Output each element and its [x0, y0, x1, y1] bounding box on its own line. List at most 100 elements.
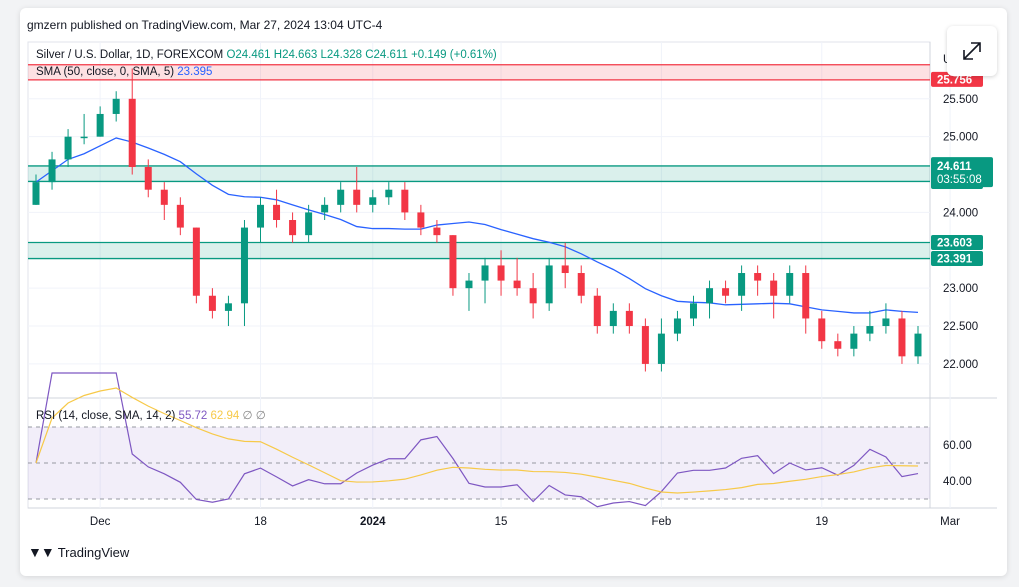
zone-support-upper	[28, 165, 930, 182]
candle-body	[465, 280, 473, 289]
rsi-ma-value: 62.94	[210, 410, 240, 422]
candle-body	[192, 227, 200, 296]
candle-body	[32, 182, 40, 205]
rsi-label: RSI (14, close, SMA, 14, 2)	[36, 410, 176, 422]
candle-body	[257, 204, 265, 228]
time-tick-label: 19	[815, 516, 828, 528]
rsi-legend: RSI (14, close, SMA, 14, 2) 55.72 62.94 …	[36, 408, 266, 422]
time-tick-label: 2024	[360, 516, 386, 528]
zones	[28, 64, 930, 260]
candle-body	[160, 189, 168, 205]
rsi-ma-line	[35, 387, 919, 494]
candle-body	[738, 273, 746, 296]
price-tick-label: 25.000	[943, 132, 978, 144]
candle-body	[305, 212, 313, 236]
candle-body	[882, 318, 890, 327]
tv-logo-icon: ▼▼	[28, 544, 55, 560]
candle-body	[497, 265, 505, 281]
candle-body	[529, 288, 537, 304]
time-tick-label: 18	[254, 516, 267, 528]
candle-body	[914, 333, 922, 357]
price-tick-label: 22.500	[943, 321, 978, 333]
candle-body	[609, 310, 617, 327]
chart-card	[20, 8, 1007, 576]
candle-body	[208, 295, 216, 311]
candle-body	[593, 295, 601, 327]
candle-body	[481, 265, 489, 281]
change-value: +0.149 (+0.61%)	[411, 49, 497, 61]
candle-body	[545, 265, 553, 304]
zone-support-lower	[28, 242, 930, 259]
sma-legend: SMA (50, close, 0, SMA, 5) 23.395	[36, 66, 212, 78]
sma-value: 23.395	[177, 66, 213, 78]
candle-body	[818, 318, 826, 342]
rsi-tick-label: 60.00	[943, 440, 972, 452]
candles	[32, 68, 922, 372]
sma-layer	[35, 137, 919, 314]
candle-body	[577, 273, 585, 296]
candle-body	[417, 212, 425, 228]
candle-body	[385, 189, 393, 198]
candle-body	[369, 197, 377, 205]
expand-button[interactable]	[947, 26, 997, 76]
rsi-extra-1: ∅	[242, 410, 253, 422]
tradingview-logo[interactable]: ▼▼ TradingView	[28, 544, 129, 560]
candle-body	[561, 265, 569, 274]
candle-body	[689, 303, 697, 319]
time-tick-label: Feb	[652, 516, 672, 528]
zone-resistance	[28, 64, 930, 80]
symbol-name: Silver / U.S. Dollar, 1D, FOREXCOM	[36, 49, 224, 61]
price-tick-label: 25.500	[943, 94, 978, 106]
candle-body	[770, 280, 778, 296]
axes: 25.500 25.000 24.000 23.000 22.500 22.000 60.0…	[90, 54, 978, 528]
candle-body	[112, 98, 120, 114]
candle-body	[513, 280, 521, 289]
candle-body	[48, 159, 56, 183]
rsi-pane	[28, 372, 930, 508]
time-tick-label: Dec	[90, 516, 111, 528]
low-value: L24.328	[320, 49, 363, 61]
candle-body	[128, 98, 136, 167]
candle-body	[722, 288, 730, 296]
expand-icon	[963, 42, 981, 60]
price-label: 23.603	[937, 237, 972, 249]
symbol-legend: Silver / U.S. Dollar, 1D, FOREXCOM O24.4…	[36, 49, 497, 61]
close-value: C24.611	[365, 49, 408, 61]
current-price-label: 24.611	[937, 161, 972, 173]
candle-body	[625, 310, 633, 327]
candle-body	[80, 136, 88, 139]
candle-body	[850, 333, 858, 349]
rsi-value: 55.72	[178, 410, 208, 422]
price-tick-label: 22.000	[943, 359, 978, 371]
candle-body	[898, 318, 906, 357]
candle-body	[273, 204, 281, 220]
candle-body	[786, 273, 794, 296]
candle-body	[353, 189, 361, 205]
candle-body	[673, 318, 681, 334]
candle-body	[802, 273, 810, 319]
candle-body	[321, 204, 329, 213]
publisher-line: gmzern published on TradingView.com, Mar…	[27, 18, 383, 32]
time-tick-label: Mar	[940, 516, 960, 528]
brand-name: TradingView	[57, 544, 130, 560]
price-tick-label: 24.000	[943, 207, 978, 219]
candle-body	[96, 113, 104, 137]
rsi-extra-2: ∅	[255, 410, 266, 422]
candle-body	[641, 326, 649, 364]
rsi-tick-label: 40.00	[943, 476, 972, 488]
sma-label: SMA (50, close, 0, SMA, 5)	[36, 66, 175, 78]
price-label-bg	[931, 234, 983, 250]
candle-body	[401, 189, 409, 213]
rsi-line	[35, 372, 919, 508]
candle-body	[224, 303, 232, 311]
price-labels: 25.75624.61424.40923.60323.39124.61103:5…	[931, 71, 993, 267]
candle-body	[834, 341, 842, 349]
open-value: O24.461	[226, 49, 271, 61]
candle-body	[754, 273, 762, 281]
candle-body	[64, 136, 72, 160]
price-label: 25.756	[937, 74, 972, 86]
candle-body	[176, 204, 184, 228]
high-value: H24.663	[273, 49, 318, 61]
candle-body	[657, 333, 665, 364]
